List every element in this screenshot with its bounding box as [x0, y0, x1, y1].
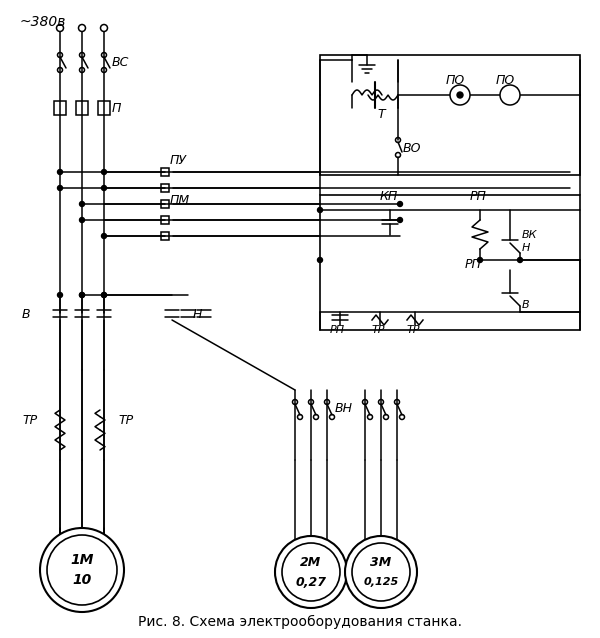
- Text: ~380в: ~380в: [20, 15, 67, 29]
- Text: ВН: ВН: [335, 401, 353, 415]
- Bar: [161, 184, 169, 192]
- Text: ТР: ТР: [407, 325, 421, 335]
- Circle shape: [398, 218, 403, 223]
- Circle shape: [58, 186, 62, 191]
- Text: ТР: ТР: [22, 413, 37, 426]
- Text: РП: РП: [470, 191, 487, 204]
- Circle shape: [101, 292, 107, 297]
- Circle shape: [101, 186, 107, 191]
- Bar: [54, 101, 66, 115]
- Text: В: В: [22, 309, 31, 322]
- Text: В: В: [522, 300, 530, 310]
- Text: 0,27: 0,27: [296, 575, 326, 588]
- Text: КП: КП: [380, 191, 398, 204]
- Bar: [161, 232, 169, 240]
- Text: Т: Т: [377, 108, 385, 121]
- Text: 3М: 3М: [370, 556, 392, 568]
- Circle shape: [101, 170, 107, 175]
- Circle shape: [79, 202, 85, 207]
- Text: ПУ: ПУ: [170, 154, 187, 167]
- Circle shape: [101, 234, 107, 239]
- Text: ПМ: ПМ: [170, 193, 190, 207]
- Text: ВС: ВС: [112, 56, 130, 68]
- Text: ВК: ВК: [522, 230, 538, 240]
- Bar: [76, 101, 88, 115]
- Text: Н: Н: [193, 309, 202, 322]
- Circle shape: [457, 92, 463, 98]
- Text: Н: Н: [522, 243, 530, 253]
- Circle shape: [79, 292, 85, 297]
- Circle shape: [500, 85, 520, 105]
- Circle shape: [40, 528, 124, 612]
- Text: РП: РП: [465, 258, 482, 272]
- Text: ВО: ВО: [403, 142, 421, 154]
- Text: 0,125: 0,125: [364, 577, 398, 587]
- Circle shape: [58, 292, 62, 297]
- Circle shape: [352, 543, 410, 601]
- Circle shape: [79, 292, 85, 297]
- Bar: [320, 55, 580, 175]
- Circle shape: [282, 543, 340, 601]
- Text: ПО: ПО: [445, 73, 464, 87]
- Bar: [320, 195, 580, 330]
- Circle shape: [478, 258, 482, 262]
- Text: ТР: ТР: [118, 413, 133, 426]
- Circle shape: [450, 85, 470, 105]
- Circle shape: [58, 170, 62, 175]
- Circle shape: [517, 258, 523, 262]
- Circle shape: [79, 218, 85, 223]
- Bar: [161, 216, 169, 224]
- Text: 10: 10: [73, 573, 92, 587]
- Text: 2М: 2М: [301, 556, 322, 568]
- Text: П: П: [112, 101, 121, 114]
- Circle shape: [317, 258, 323, 262]
- Circle shape: [101, 292, 107, 297]
- Circle shape: [275, 536, 347, 608]
- Circle shape: [398, 202, 403, 207]
- Circle shape: [317, 207, 323, 212]
- Bar: [161, 168, 169, 176]
- Bar: [161, 200, 169, 208]
- Text: Рис. 8. Схема электрооборудования станка.: Рис. 8. Схема электрооборудования станка…: [138, 615, 462, 629]
- Circle shape: [345, 536, 417, 608]
- Text: ТР: ТР: [372, 325, 386, 335]
- Circle shape: [47, 535, 117, 605]
- Text: 1М: 1М: [70, 553, 94, 567]
- Text: РП: РП: [330, 325, 345, 335]
- Bar: [98, 101, 110, 115]
- Text: ПО: ПО: [496, 73, 515, 87]
